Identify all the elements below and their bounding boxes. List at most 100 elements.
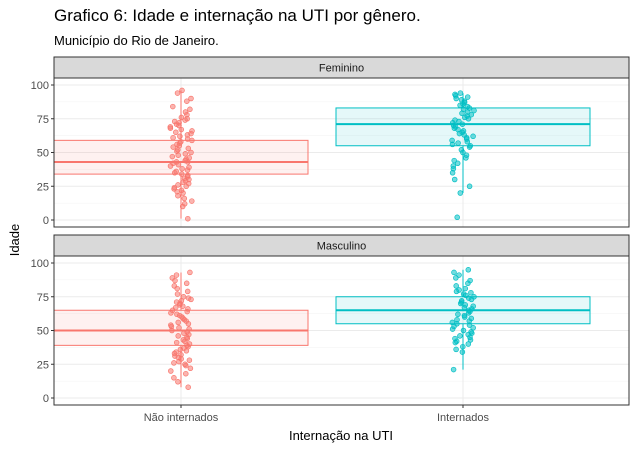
- data-point: [188, 296, 194, 303]
- y-tick-label: 0: [43, 215, 49, 227]
- data-point: [464, 138, 471, 145]
- data-point: [170, 103, 176, 110]
- data-point: [463, 155, 469, 161]
- y-tick-label: 100: [31, 258, 49, 270]
- data-point: [172, 277, 178, 284]
- data-point: [176, 358, 182, 365]
- data-point: [174, 291, 181, 297]
- data-point: [179, 165, 185, 172]
- y-tick-label: 50: [37, 148, 49, 160]
- data-point: [453, 346, 459, 353]
- data-point: [187, 365, 194, 372]
- data-point: [183, 370, 189, 377]
- data-point: [175, 182, 181, 188]
- data-point: [175, 379, 181, 385]
- data-point: [454, 214, 460, 221]
- facet-panel-0: Feminino 0 25 50 75 100: [31, 56, 630, 228]
- data-point: [457, 90, 464, 96]
- data-point: [465, 310, 472, 316]
- data-point: [167, 125, 174, 131]
- data-point: [470, 133, 476, 140]
- data-point: [188, 149, 194, 156]
- data-point: [450, 366, 457, 373]
- data-point: [456, 130, 463, 137]
- data-point: [181, 330, 187, 336]
- data-point: [466, 144, 473, 150]
- data-point: [180, 179, 186, 185]
- y-tick-label: 75: [37, 114, 49, 126]
- chart-subtitle: Município do Rio de Janeiro.: [54, 33, 219, 48]
- data-point: [185, 159, 191, 165]
- x-tick-label: Não internados: [144, 412, 219, 424]
- data-point: [465, 280, 471, 287]
- data-point: [178, 171, 185, 177]
- panel-border: [53, 255, 630, 406]
- x-tick-label: Internados: [437, 412, 489, 424]
- data-point: [457, 102, 463, 109]
- data-point: [175, 152, 181, 158]
- data-point: [168, 368, 174, 374]
- data-point: [178, 126, 185, 133]
- data-point: [465, 116, 472, 122]
- data-point: [189, 137, 195, 144]
- data-point: [467, 337, 474, 343]
- data-point: [176, 325, 182, 331]
- data-point: [175, 161, 182, 168]
- box-group: [335, 267, 591, 373]
- chart-title: Grafico 6: Idade e internação na UTI por…: [54, 6, 421, 25]
- data-point: [457, 190, 464, 196]
- data-point: [184, 288, 191, 295]
- y-tick-label: 25: [37, 359, 49, 371]
- data-point: [180, 303, 186, 309]
- data-point: [182, 151, 189, 157]
- data-point: [183, 183, 189, 190]
- data-point: [461, 304, 468, 311]
- data-point: [453, 275, 459, 281]
- data-point: [187, 106, 193, 113]
- data-point: [468, 289, 474, 296]
- data-point: [189, 198, 195, 204]
- data-point: [471, 107, 477, 114]
- data-point: [187, 269, 193, 276]
- data-point: [186, 357, 193, 363]
- data-point: [176, 122, 182, 129]
- data-point: [183, 348, 190, 354]
- box-group: [335, 90, 591, 221]
- data-point: [168, 310, 174, 316]
- data-point: [175, 333, 181, 339]
- data-point: [464, 94, 471, 100]
- data-point: [460, 327, 467, 334]
- data-point: [465, 341, 472, 347]
- data-point: [170, 144, 176, 150]
- data-point: [462, 285, 469, 292]
- facet-strip-label: Feminino: [319, 63, 364, 75]
- data-point: [454, 160, 461, 167]
- data-point: [179, 203, 186, 210]
- x-axis-label: Internação na UTI: [289, 428, 393, 443]
- facet-panel-1: Masculino 0 25 50 75 100: [31, 234, 630, 406]
- data-point: [449, 170, 456, 176]
- data-point: [466, 183, 473, 190]
- data-point: [184, 98, 190, 104]
- data-point: [173, 129, 179, 136]
- data-point: [460, 343, 466, 350]
- data-point: [170, 134, 176, 141]
- data-point: [169, 153, 176, 160]
- chart-panels: Feminino 0 25 50 75 100 Masculino 0 25 50 75 100 Não…: [31, 56, 630, 424]
- data-point: [452, 339, 459, 346]
- data-point: [459, 110, 465, 117]
- y-tick-label: 0: [43, 393, 49, 405]
- data-point: [449, 326, 456, 332]
- data-point: [184, 167, 191, 173]
- data-point: [169, 327, 175, 334]
- data-point: [466, 322, 473, 328]
- data-point: [453, 288, 460, 295]
- panel-border: [53, 77, 630, 228]
- data-point: [175, 192, 181, 199]
- data-point: [185, 321, 192, 327]
- data-point: [455, 311, 461, 318]
- data-point: [177, 133, 183, 140]
- data-point: [453, 95, 459, 102]
- data-point: [171, 375, 177, 381]
